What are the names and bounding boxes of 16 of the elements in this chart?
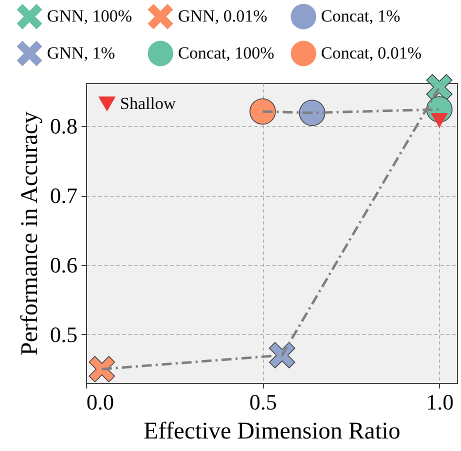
y-tick-label: 0.6 (50, 252, 78, 278)
legend-label: Shallow (120, 94, 176, 113)
legend-label: GNN, 0.01% (178, 6, 268, 26)
y-tick-label: 0.5 (50, 322, 78, 347)
y-tick-label: 0.8 (50, 114, 78, 139)
legend-label: GNN, 100% (47, 6, 132, 26)
legend-label: Concat, 1% (321, 6, 400, 26)
y-axis-title: Performance in Accuracy (17, 112, 43, 356)
x-tick-label: 0.5 (249, 390, 277, 414)
x-tick-label: 1.0 (426, 390, 454, 414)
x-tick-label: 0.0 (86, 390, 114, 414)
y-tick-label: 0.7 (50, 183, 78, 208)
x-axis-title: Effective Dimension Ratio (144, 418, 400, 444)
legend-label: Concat, 100% (178, 44, 274, 62)
legend-label: GNN, 1% (47, 44, 115, 62)
legend-label: Concat, 0.01% (321, 44, 422, 62)
